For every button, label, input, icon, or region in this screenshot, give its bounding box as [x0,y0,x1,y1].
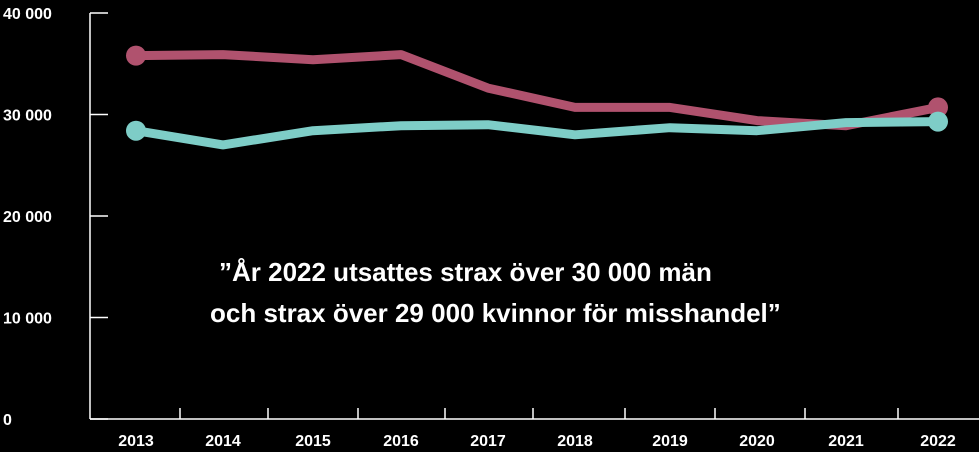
series-group [126,45,948,150]
x-tick-label: 2017 [470,433,506,450]
x-tick-label: 2020 [739,433,775,450]
series-2-end-point [928,111,948,132]
series-1-end-point [928,97,948,118]
x-tick-label: 2018 [557,433,593,450]
x-tick-label: 2015 [295,433,331,450]
x-tick-label: 2014 [205,433,241,450]
y-tick-label: 10 000 [3,311,52,328]
series-1-start-point [126,45,146,66]
y-tick-label: 30 000 [3,108,52,125]
x-tick-label: 2022 [920,433,956,450]
annotation: ”År 2022 utsattes strax över 30 000 män … [210,257,781,328]
y-tick-label: 0 [3,412,12,429]
x-tick-label: 2019 [652,433,688,450]
y-tick-labels: 0 10 000 20 000 30 000 40 000 [3,6,52,429]
x-tick-label: 2013 [118,433,154,450]
series-2-start-point [126,120,146,141]
annotation-line-1: ”År 2022 utsattes strax över 30 000 män [219,257,712,287]
chart-axes [89,12,979,420]
y-tick-label: 40 000 [3,6,52,23]
series-line-2 [131,117,943,150]
x-tick-labels: 2013 2014 2015 2016 2017 2018 2019 2020 2021 2022 [118,433,956,450]
x-tick-label: 2021 [828,433,864,450]
annotation-line-2: och strax över 29 000 kvinnor för missha… [210,298,781,328]
y-tick-label: 20 000 [3,209,52,226]
x-tick-label: 2016 [383,433,419,450]
